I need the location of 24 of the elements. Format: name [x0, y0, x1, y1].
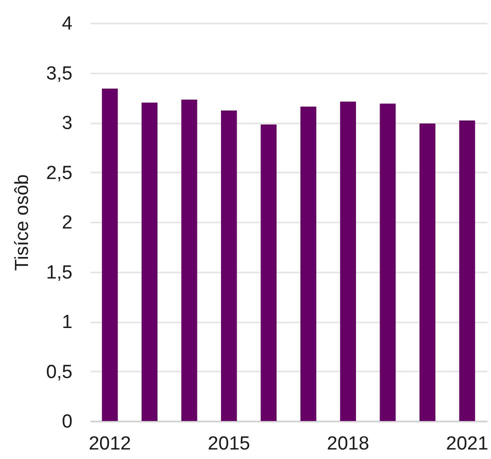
bar [459, 120, 476, 421]
bar [221, 110, 237, 421]
y-tick-label: 1 [62, 312, 72, 333]
y-tick-label: 3,5 [46, 63, 72, 84]
y-tick-label: 3 [62, 113, 72, 134]
bar [102, 88, 118, 421]
x-tick-label: 2018 [326, 434, 370, 454]
bar [420, 123, 436, 421]
bar [260, 124, 277, 421]
y-tick-label: 2 [62, 212, 72, 234]
y-tick-label: 0,5 [46, 362, 72, 383]
y-tick-label: 4 [62, 14, 73, 34]
bar [181, 100, 198, 421]
x-tick-label: 2015 [208, 434, 250, 454]
y-tick-label: 0 [62, 412, 72, 432]
bar [142, 102, 158, 421]
bar [300, 106, 316, 421]
y-tick-label: 2,5 [46, 162, 72, 184]
bar [340, 102, 356, 421]
x-tick-label: 2021 [446, 434, 488, 454]
x-tick-label: 2012 [88, 434, 131, 454]
y-tick-label: 1,5 [46, 262, 72, 284]
y-axis-title: Tisíce osôb [12, 174, 34, 271]
bar [380, 104, 396, 421]
